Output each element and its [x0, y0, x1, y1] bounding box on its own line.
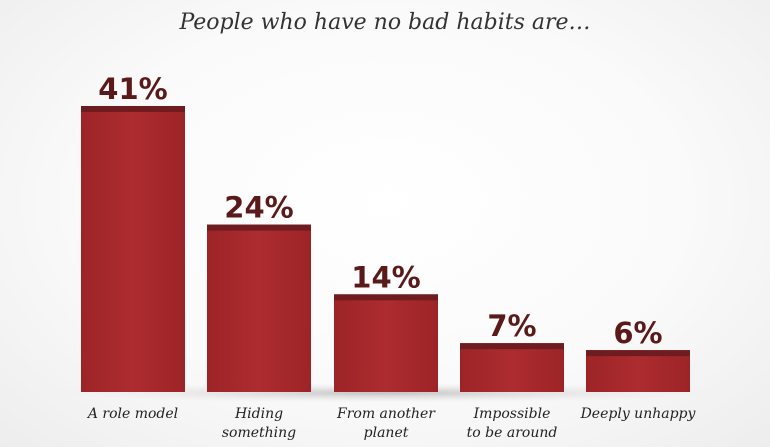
bar-cap-4 — [586, 350, 690, 357]
chart-title: People who have no bad habits are… — [178, 10, 590, 35]
value-label-1: 24% — [224, 191, 293, 225]
bar-cap-2 — [334, 294, 438, 301]
category-label-2: From another planet — [336, 406, 436, 441]
value-label-0: 41% — [98, 72, 167, 106]
value-label-4: 6% — [613, 316, 662, 350]
category-label-1: Hiding something — [222, 406, 296, 441]
bar-3 — [460, 343, 564, 392]
bar-1 — [207, 224, 311, 392]
bar-2 — [334, 294, 438, 392]
bar-cap-1 — [207, 224, 311, 231]
category-label-0: A role model — [86, 406, 178, 422]
bar-cap-3 — [460, 343, 564, 350]
bar-0 — [81, 106, 185, 392]
value-label-2: 14% — [351, 260, 420, 294]
bar-4 — [586, 350, 690, 392]
category-label-4: Deeply unhappy — [580, 406, 697, 422]
category-label-3: Impossible to be around — [467, 406, 558, 441]
bar-cap-0 — [81, 106, 185, 112]
value-label-3: 7% — [487, 309, 536, 343]
